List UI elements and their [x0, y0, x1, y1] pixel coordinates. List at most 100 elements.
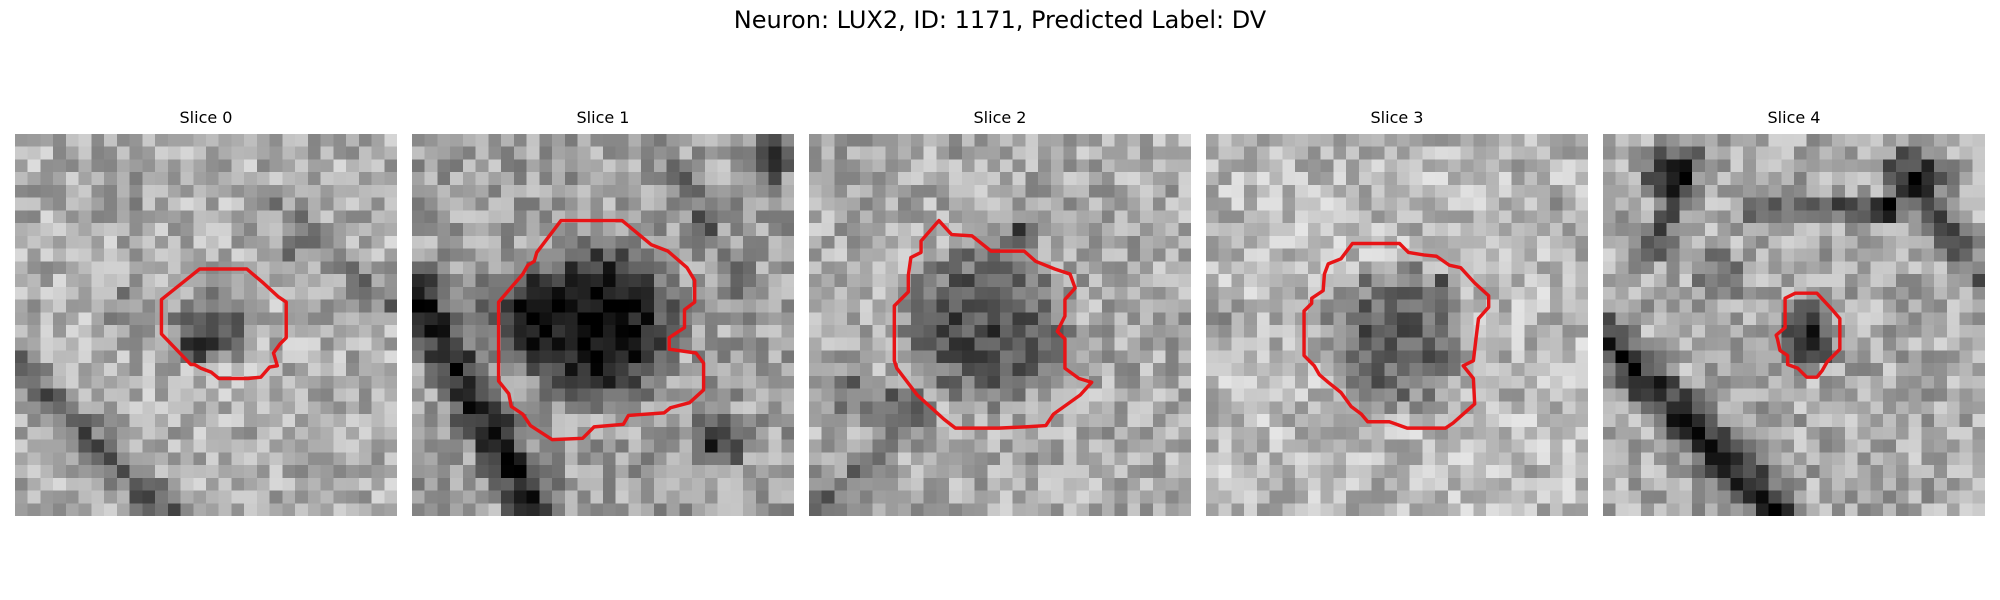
image-pixel [155, 159, 169, 173]
image-pixel [923, 159, 937, 173]
image-pixel [974, 439, 988, 453]
image-pixel [206, 465, 219, 479]
image-pixel [1165, 261, 1179, 275]
image-pixel [1575, 146, 1588, 160]
image-pixel [53, 388, 67, 402]
image-pixel [282, 426, 296, 440]
image-pixel [15, 426, 28, 440]
image-pixel [1114, 465, 1128, 479]
image-pixel [1333, 274, 1347, 288]
image-pixel [384, 452, 397, 466]
image-pixel [885, 426, 899, 440]
image-pixel [358, 426, 372, 440]
image-pixel [307, 490, 321, 504]
image-pixel [1384, 439, 1398, 453]
image-pixel [231, 312, 245, 326]
image-pixel [1140, 184, 1154, 198]
image-pixel [1959, 388, 1973, 402]
image-pixel [256, 426, 270, 440]
image-pixel [1127, 325, 1141, 338]
image-pixel [231, 286, 245, 300]
image-pixel [1717, 401, 1731, 415]
image-pixel [1692, 312, 1706, 326]
image-pixel [1409, 274, 1423, 288]
image-pixel [1473, 477, 1487, 491]
image-pixel [821, 414, 835, 428]
image-pixel [1717, 452, 1731, 466]
image-pixel [910, 375, 924, 389]
image-pixel [821, 261, 835, 275]
image-pixel [628, 235, 642, 249]
image-pixel [475, 363, 489, 377]
image-pixel [1000, 375, 1013, 389]
image-pixel [371, 375, 385, 389]
image-pixel [104, 172, 118, 186]
image-pixel [1806, 312, 1820, 326]
image-pixel [269, 439, 283, 453]
image-pixel [450, 388, 464, 402]
image-pixel [142, 388, 156, 402]
image-pixel [1806, 146, 1820, 160]
image-pixel [129, 261, 143, 275]
image-pixel [1231, 235, 1245, 249]
image-pixel [78, 375, 92, 389]
image-pixel [437, 159, 451, 173]
image-pixel [1409, 426, 1423, 440]
image-pixel [1435, 172, 1449, 186]
image-pixel [1165, 337, 1179, 351]
image-pixel [1870, 490, 1884, 504]
image-pixel [1358, 248, 1372, 262]
image-pixel [1692, 210, 1706, 224]
image-pixel [1755, 465, 1769, 479]
image-pixel [437, 325, 451, 338]
image-pixel [603, 388, 616, 402]
image-pixel [1435, 274, 1449, 288]
image-pixel [564, 503, 578, 516]
image-pixel [1653, 210, 1667, 224]
image-pixel [269, 388, 283, 402]
image-pixel [358, 134, 372, 147]
image-pixel [641, 146, 655, 160]
image-pixel [450, 439, 464, 453]
image-pixel [27, 248, 41, 262]
image-pixel [1537, 235, 1551, 249]
image-pixel [1692, 503, 1706, 516]
image-pixel [412, 426, 425, 440]
image-pixel [1333, 261, 1347, 275]
image-pixel [1384, 299, 1398, 313]
image-pixel [1666, 325, 1680, 338]
image-pixel [1524, 146, 1538, 160]
image-pixel [501, 146, 515, 160]
image-pixel [1628, 184, 1642, 198]
image-pixel [412, 134, 425, 147]
image-pixel [1819, 388, 1833, 402]
image-pixel [1346, 439, 1360, 453]
image-pixel [1127, 452, 1141, 466]
image-pixel [1152, 439, 1166, 453]
image-pixel [730, 172, 744, 186]
image-pixel [781, 465, 794, 479]
image-pixel [155, 388, 169, 402]
image-pixel [320, 274, 334, 288]
image-pixel [1781, 197, 1795, 211]
image-pixel [1755, 325, 1769, 338]
image-pixel [27, 134, 41, 147]
image-pixel [1511, 325, 1525, 338]
slice-title-0: Slice 0 [179, 108, 233, 127]
image-pixel [1346, 490, 1360, 504]
image-pixel [961, 261, 975, 275]
image-pixel [1025, 235, 1039, 249]
image-pixel [1178, 375, 1191, 389]
image-pixel [552, 312, 566, 326]
image-pixel [1244, 465, 1258, 479]
image-pixel [1460, 159, 1474, 173]
image-pixel [885, 261, 899, 275]
image-pixel [872, 363, 886, 377]
image-pixel [1692, 248, 1706, 262]
image-pixel [1435, 235, 1449, 249]
image-pixel [1717, 325, 1731, 338]
image-pixel [1615, 477, 1629, 491]
image-pixel [1781, 465, 1795, 479]
image-pixel [1908, 388, 1922, 402]
image-pixel [269, 325, 283, 338]
